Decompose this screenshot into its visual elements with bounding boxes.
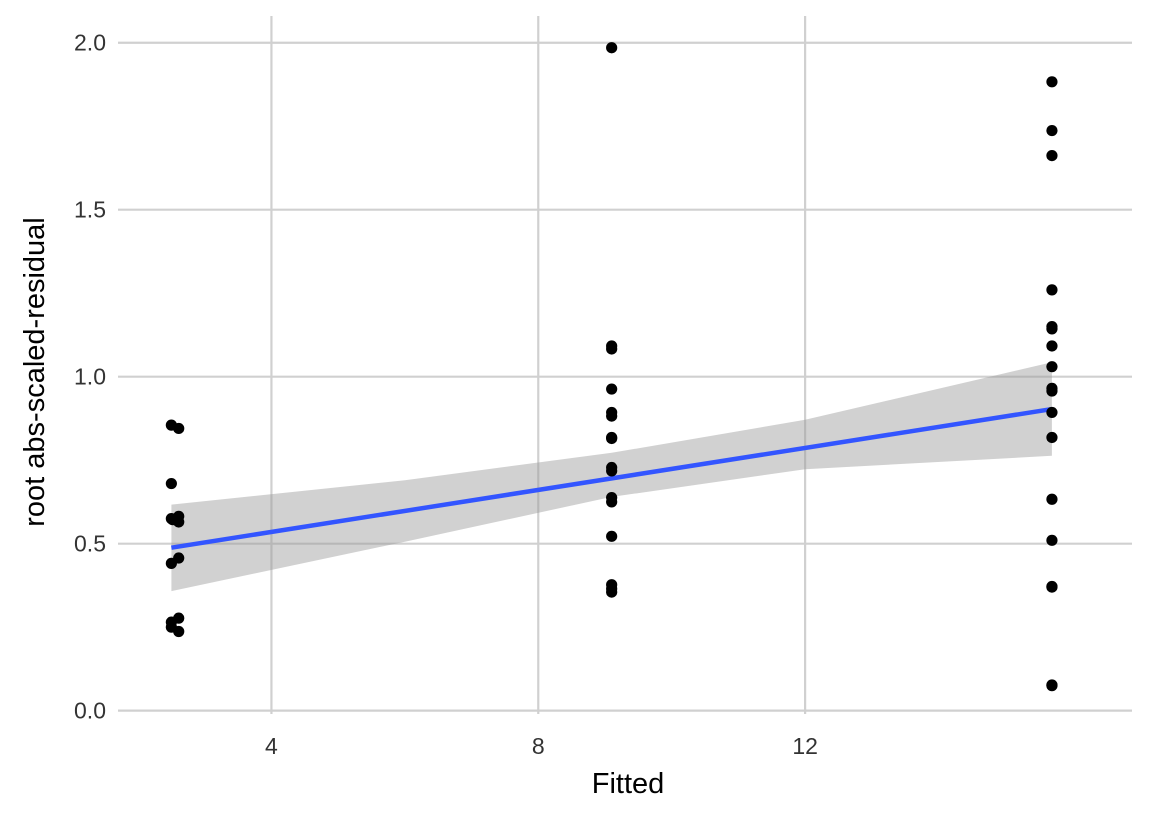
data-point bbox=[173, 422, 185, 435]
fit-line-layer bbox=[171, 406, 1053, 550]
data-point bbox=[1046, 406, 1058, 419]
data-point bbox=[1046, 431, 1058, 444]
y-tick-label: 0.5 bbox=[74, 531, 106, 557]
data-point bbox=[606, 410, 618, 422]
data-point bbox=[165, 477, 177, 490]
data-point bbox=[1046, 284, 1058, 296]
data-point bbox=[165, 557, 177, 569]
data-point bbox=[606, 343, 618, 355]
y-tick-label: 2.0 bbox=[74, 30, 106, 56]
y-tick-label: 1.0 bbox=[74, 364, 106, 390]
data-point bbox=[606, 496, 618, 508]
y-tick-label: 0.0 bbox=[74, 698, 106, 724]
data-point bbox=[1046, 385, 1058, 397]
data-point bbox=[173, 516, 185, 528]
grid-lines bbox=[118, 16, 1132, 714]
data-point bbox=[1046, 534, 1058, 546]
data-point bbox=[1046, 493, 1058, 505]
data-point bbox=[1046, 340, 1058, 352]
tick-labels: 0.0 0.5 1.0 1.5 2.0 4 8 12 bbox=[74, 30, 818, 759]
data-point bbox=[173, 625, 185, 638]
x-tick-label: 8 bbox=[532, 733, 545, 759]
x-tick-label: 12 bbox=[792, 733, 818, 759]
y-tick-label: 1.5 bbox=[74, 197, 106, 223]
data-point bbox=[606, 586, 618, 598]
data-point bbox=[1046, 150, 1058, 162]
data-point bbox=[606, 432, 618, 445]
data-point bbox=[606, 42, 618, 54]
data-point bbox=[1046, 361, 1058, 373]
data-points bbox=[165, 42, 1058, 692]
y-axis-title: root abs-scaled-residual bbox=[19, 217, 51, 526]
data-point bbox=[1046, 581, 1058, 593]
data-point bbox=[606, 383, 618, 395]
x-tick-label: 4 bbox=[265, 733, 278, 759]
data-point bbox=[1046, 124, 1058, 137]
fit-line bbox=[171, 406, 1053, 550]
data-point bbox=[1046, 76, 1058, 88]
data-point bbox=[606, 530, 618, 542]
data-point bbox=[1046, 680, 1058, 692]
data-point bbox=[606, 465, 618, 477]
data-point bbox=[1046, 323, 1058, 335]
x-axis-title: Fitted bbox=[592, 768, 665, 800]
